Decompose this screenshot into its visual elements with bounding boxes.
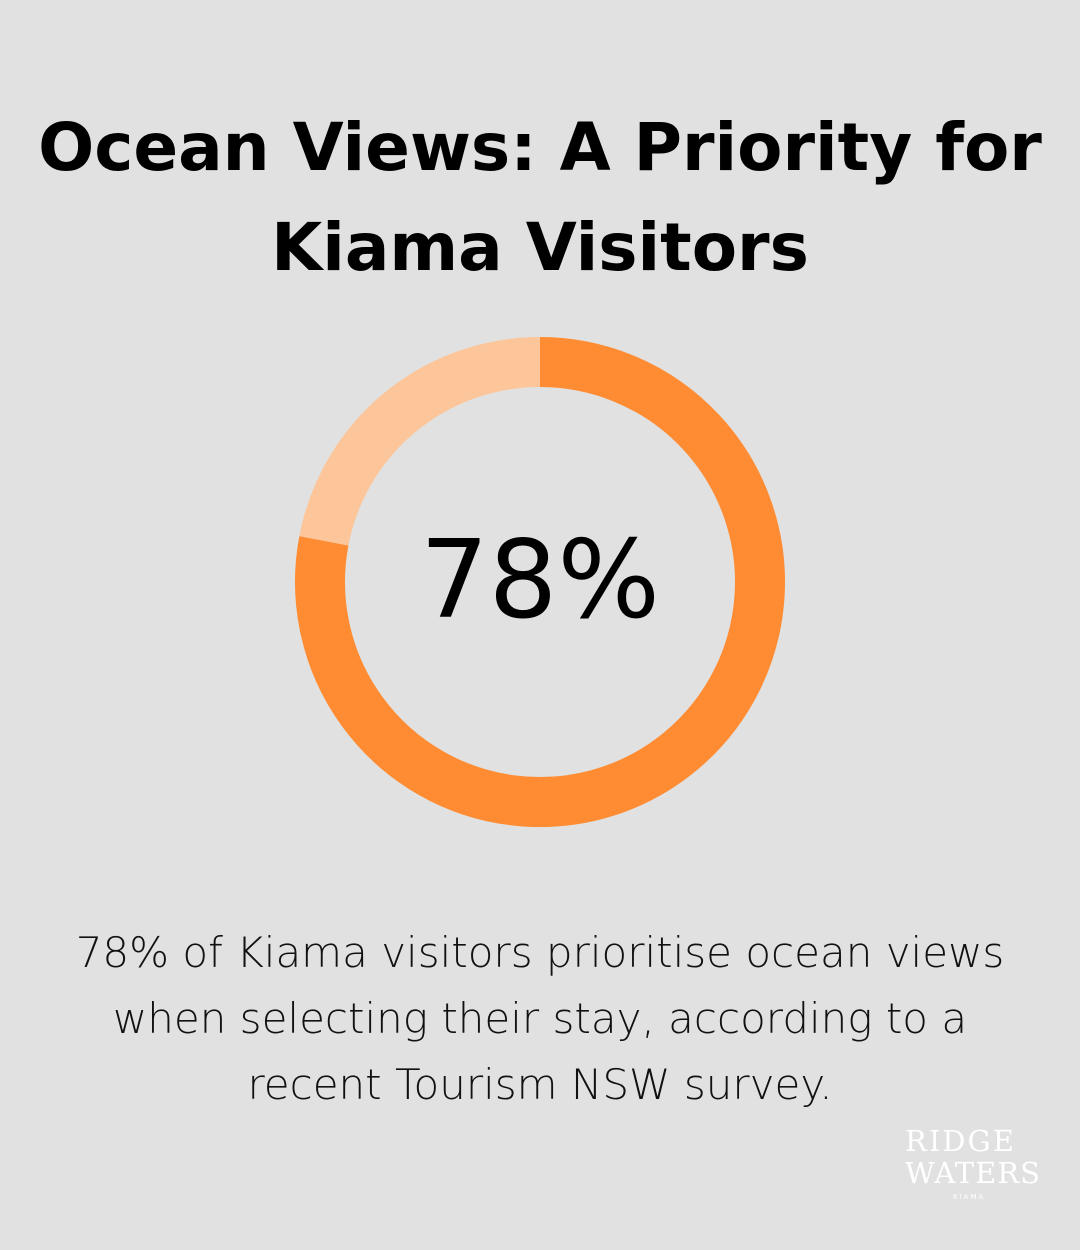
center-label: 78% — [420, 518, 660, 643]
description: 78% of Kiama visitors prioritise ocean v… — [75, 928, 1005, 1109]
donut-slice-remainder — [299, 337, 541, 546]
logo: RIDGE WATERS KIAMA — [905, 1125, 1045, 1201]
donut-chart: 78% — [295, 337, 785, 827]
logo-line3: KIAMA — [953, 1193, 986, 1201]
logo-line1: RIDGE — [905, 1124, 1016, 1158]
page-title: Ocean Views: A Priority for Kiama Visito… — [38, 109, 1042, 286]
logo-line2: WATERS — [905, 1156, 1041, 1190]
donut-slice-primary — [295, 337, 785, 827]
